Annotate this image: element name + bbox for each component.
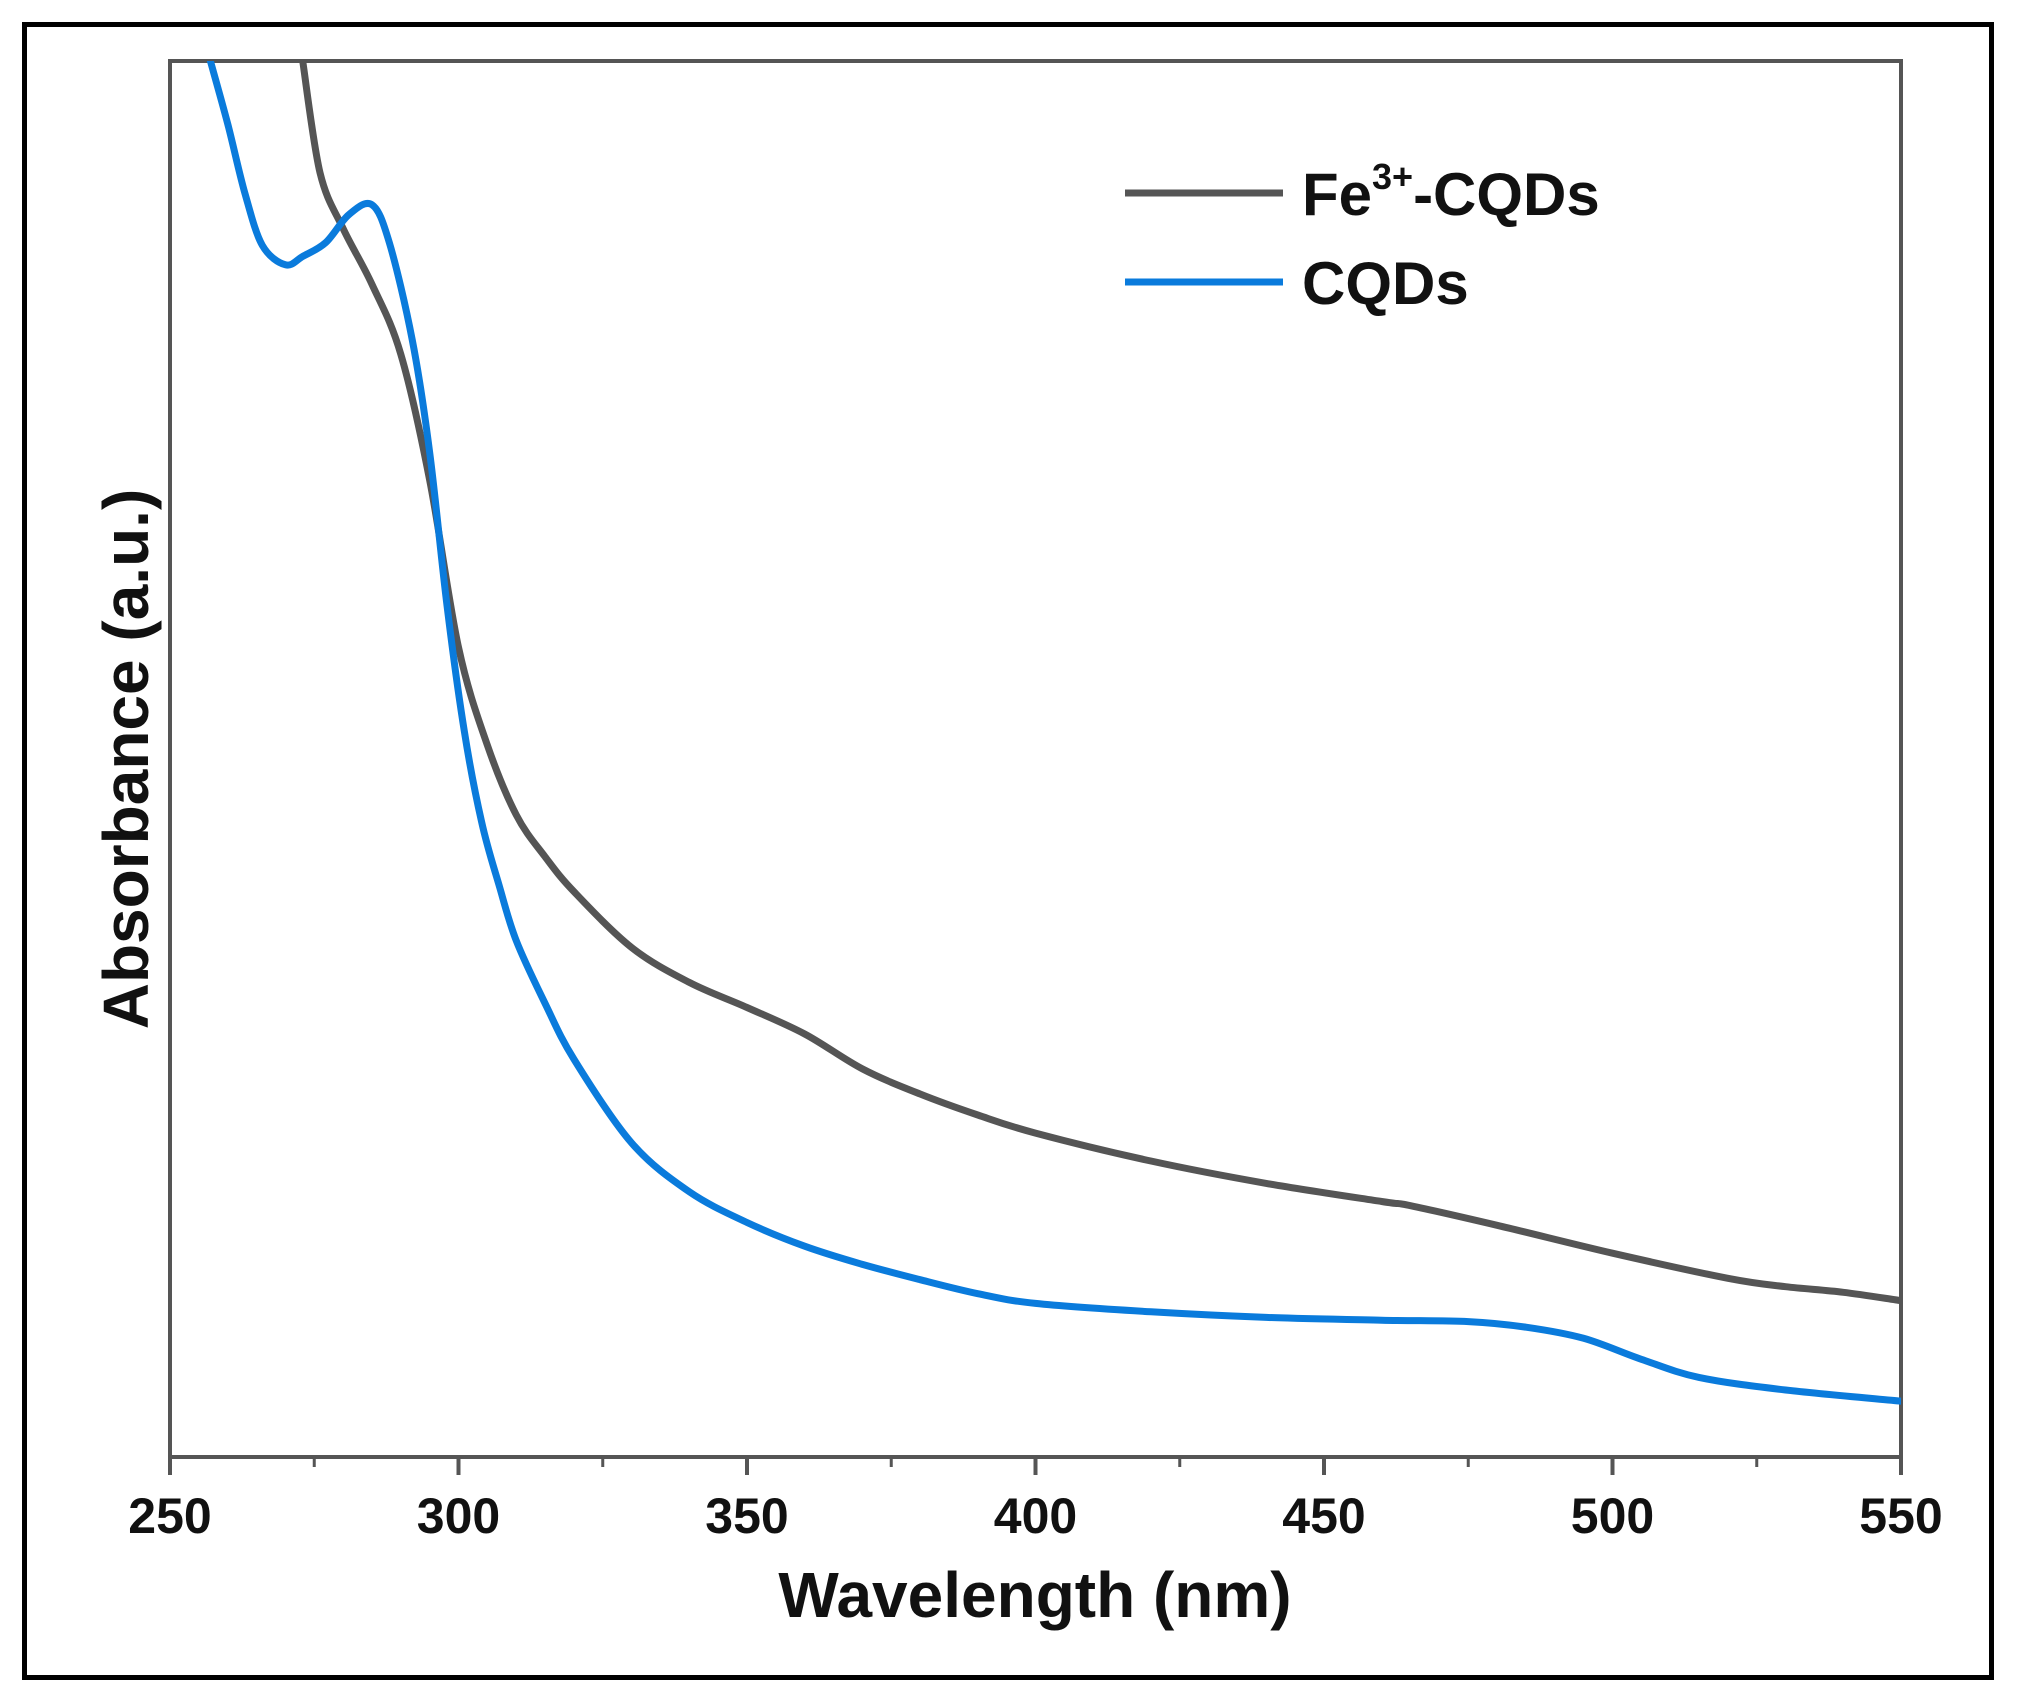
legend-label-fe3-rest: -CQDs (1413, 161, 1600, 228)
x-tick-label: 350 (705, 1488, 788, 1544)
legend: Fe3+-CQDs CQDs (1125, 156, 1600, 317)
y-axis-title: Absorbance (a.u.) (90, 489, 162, 1030)
x-tick-label: 400 (994, 1488, 1077, 1544)
series-line-fe3-cqds (299, 61, 1901, 1305)
x-tick-label: 550 (1859, 1488, 1942, 1544)
plot-frame (168, 59, 1903, 1459)
x-axis-tick-labels: 250 300 350 400 450 500 550 (128, 1488, 1942, 1544)
x-tick-label: 250 (128, 1488, 211, 1544)
x-tick-label: 500 (1571, 1488, 1654, 1544)
x-tick-label: 450 (1282, 1488, 1365, 1544)
legend-label-fe3-superscript: 3+ (1372, 156, 1413, 197)
x-axis-ticks (168, 1457, 1903, 1475)
series-layer (206, 61, 1901, 1405)
x-tick-label: 300 (417, 1488, 500, 1544)
x-axis-title: Wavelength (nm) (778, 1559, 1291, 1631)
legend-label-fe3-cqds: Fe3+-CQDs (1302, 156, 1600, 228)
legend-label-cqds: CQDs (1302, 250, 1469, 317)
series-line-cqds (206, 61, 1901, 1405)
legend-label-fe3-main: Fe (1302, 161, 1372, 228)
absorbance-chart: 250 300 350 400 450 500 550 Wavelength (nm) Ab… (90, 59, 1943, 1631)
figure-frame: 250 300 350 400 450 500 550 Wavelength (nm) Ab… (22, 22, 1994, 1680)
